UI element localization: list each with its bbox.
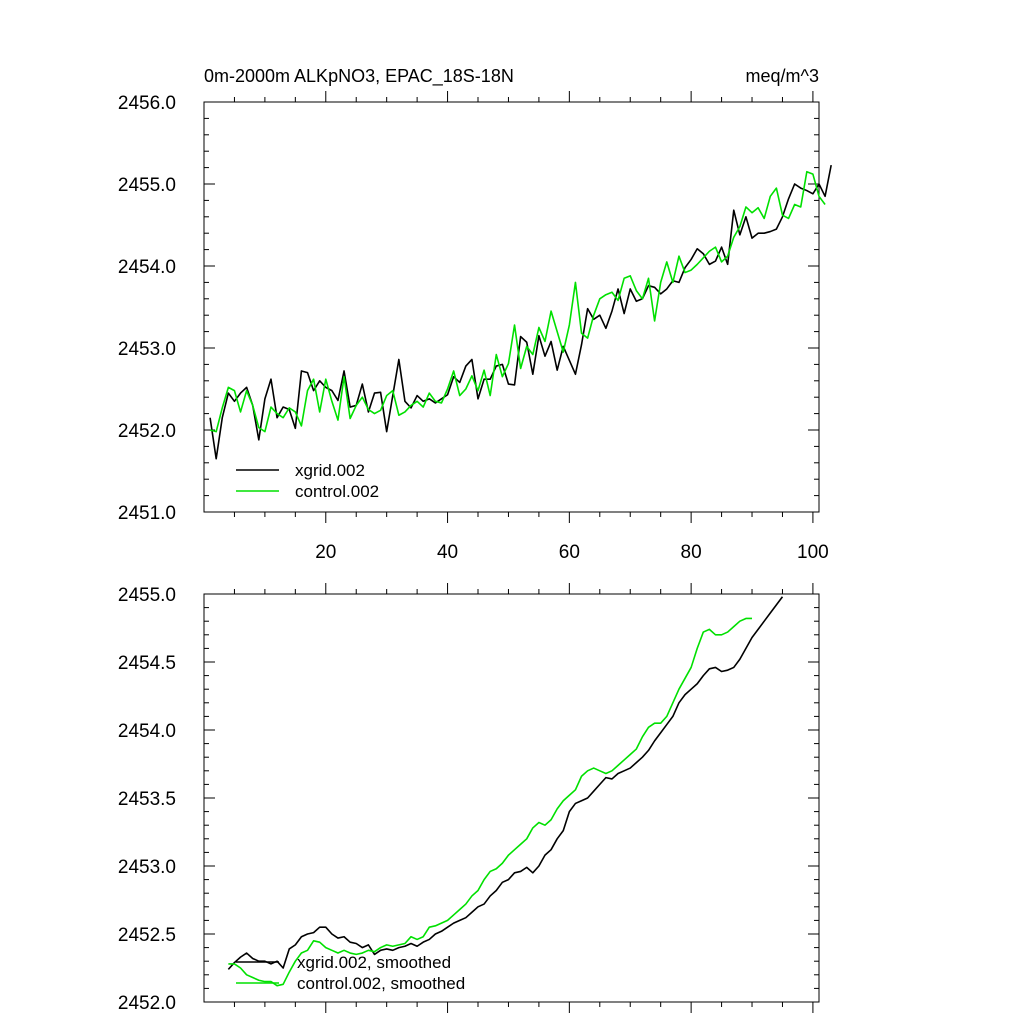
bottom-panel: 2452.0 2452.5 2453.0 2453.5 2454.0 2454.5 2455… [118, 583, 820, 1014]
top-ytick-label: 2455.0 [118, 175, 176, 196]
top-series-line-control [209, 170, 826, 433]
top-ytick-label: 2454.0 [118, 257, 176, 278]
top-ytick-label: 2456.0 [118, 93, 176, 114]
legend-label-xgrid-smoothed: xgrid.002, smoothed [297, 953, 451, 972]
top-axes: 2451.0 2452.0 2453.0 2454.0 2455.0 2456.0 20 40… [118, 91, 829, 563]
bottom-ytick-label: 2454.0 [118, 721, 176, 742]
bottom-series-line-control [228, 617, 753, 987]
top-series-line-xgrid [209, 164, 832, 460]
bottom-series-lines [227, 596, 784, 987]
top-xtick-label: 60 [559, 542, 580, 563]
top-xtick-label: 20 [315, 542, 336, 563]
top-panel: 0m-2000m ALKpNO3, EPAC_18S-18N meq/m^3 2… [118, 66, 832, 563]
top-ytick-label: 2451.0 [118, 503, 176, 524]
bottom-ytick-label: 2453.5 [118, 789, 176, 810]
top-ytick-label: 2452.0 [118, 421, 176, 442]
legend-label-xgrid: xgrid.002 [295, 461, 365, 480]
legend-label-control-smoothed: control.002, smoothed [297, 974, 465, 993]
top-plot-frame [203, 101, 820, 513]
bottom-legend: xgrid.002, smoothed control.002, smoothe… [236, 953, 465, 993]
legend-label-control: control.002 [295, 482, 379, 501]
top-legend: xgrid.002 control.002 [236, 461, 379, 501]
top-xtick-label: 80 [681, 542, 702, 563]
bottom-series-line-xgrid [227, 596, 784, 970]
top-xtick-label: 100 [797, 542, 829, 563]
top-xtick-label: 40 [437, 542, 458, 563]
bottom-ytick-label: 2452.0 [118, 993, 176, 1014]
bottom-ytick-label: 2453.0 [118, 857, 176, 878]
bottom-ytick-label: 2455.0 [118, 585, 176, 606]
bottom-ytick-label: 2454.5 [118, 653, 176, 674]
bottom-axes: 2452.0 2452.5 2453.0 2453.5 2454.0 2454.5 2455… [118, 583, 820, 1014]
bottom-plot-frame [203, 593, 820, 1003]
bottom-ytick-label: 2452.5 [118, 925, 176, 946]
top-series-lines [209, 164, 832, 460]
chart-title: 0m-2000m ALKpNO3, EPAC_18S-18N [204, 66, 514, 87]
top-ytick-label: 2453.0 [118, 339, 176, 360]
units-label: meq/m^3 [746, 66, 819, 86]
